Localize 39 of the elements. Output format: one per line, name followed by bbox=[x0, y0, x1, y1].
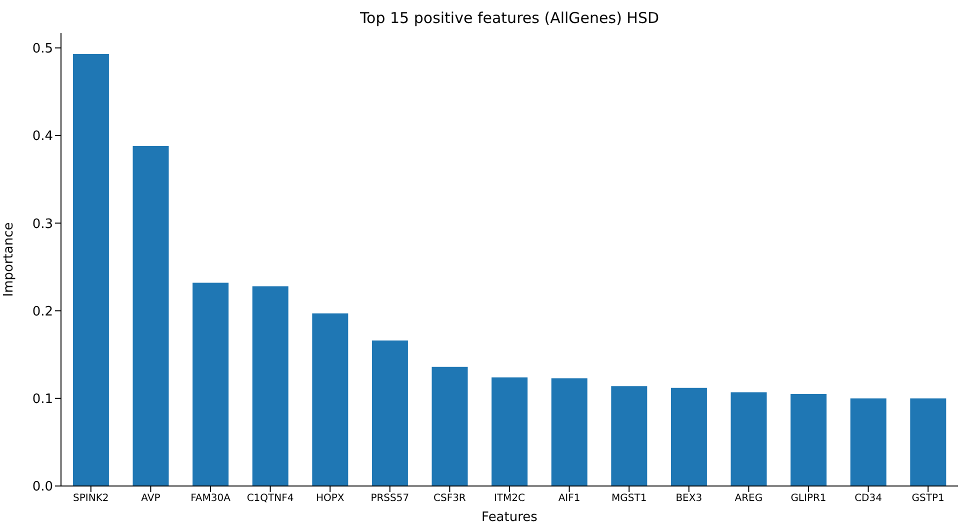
bar bbox=[730, 392, 767, 486]
x-tick-label: SPINK2 bbox=[73, 493, 109, 504]
y-tick-label: 0.4 bbox=[32, 129, 53, 144]
bar bbox=[192, 282, 229, 486]
y-tick-label: 0.5 bbox=[32, 42, 53, 57]
bar bbox=[611, 386, 648, 486]
x-axis-title: Features bbox=[482, 510, 538, 523]
bar bbox=[790, 394, 827, 486]
x-tick-label: BEX3 bbox=[676, 493, 702, 504]
bar bbox=[432, 366, 468, 486]
bar bbox=[670, 388, 707, 486]
y-tick-label: 0.1 bbox=[32, 392, 53, 407]
bar bbox=[492, 377, 528, 486]
x-tick-label: CD34 bbox=[854, 493, 882, 504]
y-tick-label: 0.0 bbox=[32, 480, 53, 495]
x-tick-label: PRSS57 bbox=[370, 493, 410, 504]
bar bbox=[72, 54, 109, 486]
y-tick-label: 0.2 bbox=[32, 304, 53, 320]
y-tick-label: 0.3 bbox=[32, 216, 53, 232]
bar bbox=[132, 146, 169, 486]
bar bbox=[372, 340, 408, 486]
bar bbox=[312, 313, 348, 486]
bar bbox=[850, 398, 886, 486]
y-axis-title: Importance bbox=[2, 222, 17, 297]
bar bbox=[910, 398, 946, 486]
x-tick-label: CSF3R bbox=[433, 493, 466, 504]
x-tick-label: MGST1 bbox=[612, 493, 647, 504]
x-tick-label: FAM30A bbox=[190, 493, 231, 504]
x-tick-label: ITM2C bbox=[494, 493, 526, 504]
x-tick-label: GSTP1 bbox=[912, 493, 944, 504]
x-tick-label: AREG bbox=[734, 493, 763, 504]
bar bbox=[551, 378, 588, 486]
x-tick-label: GLIPR1 bbox=[790, 493, 826, 504]
x-tick-label: HOPX bbox=[316, 493, 344, 504]
x-tick-label: AIF1 bbox=[558, 493, 580, 504]
x-tick-label: C1QTNF4 bbox=[246, 493, 294, 504]
chart-title: Top 15 positive features (AllGenes) HSD bbox=[358, 9, 660, 27]
x-tick-label: AVP bbox=[141, 493, 160, 504]
bar bbox=[252, 286, 288, 486]
